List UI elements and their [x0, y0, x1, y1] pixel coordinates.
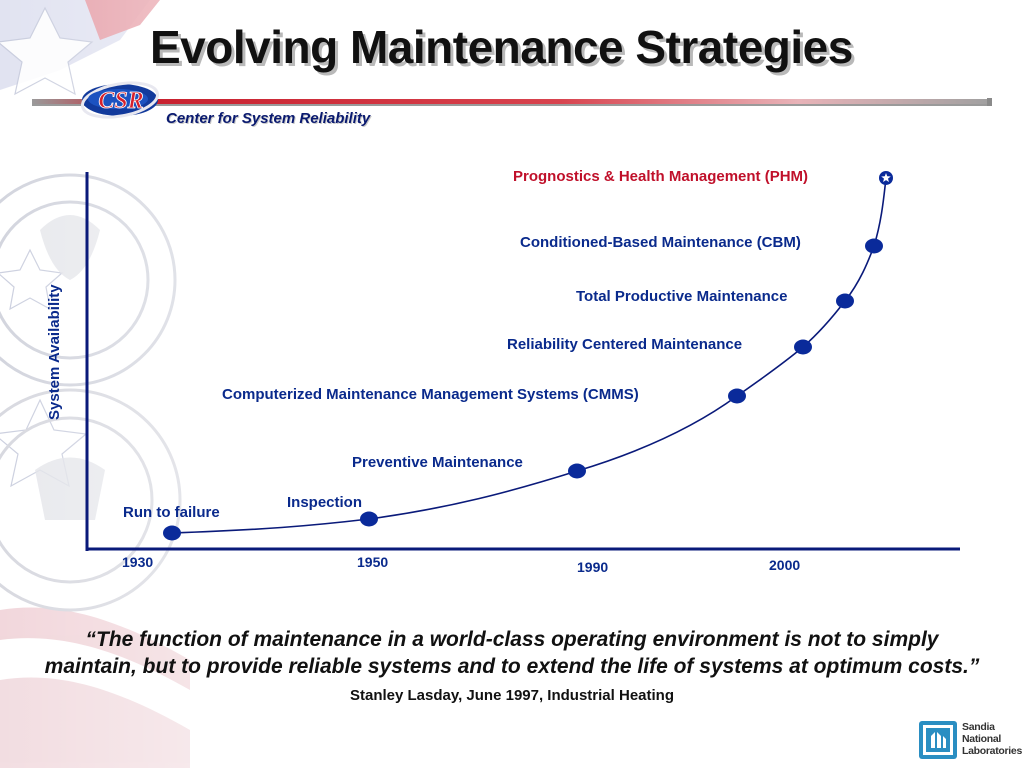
quote-text: “The function of maintenance in a world-… — [44, 628, 980, 678]
milestone-dot — [728, 388, 746, 404]
sandia-line-1: Sandia — [962, 721, 995, 733]
milestone-label: Reliability Centered Maintenance — [507, 336, 742, 353]
milestone-label: Total Productive Maintenance — [576, 288, 787, 305]
year-label: 1990 — [577, 559, 608, 575]
milestone-label: Run to failure — [123, 504, 220, 521]
milestone-dot — [865, 238, 883, 254]
organization-name: Center for System Reliability — [166, 110, 371, 127]
sandia-logo-text: Sandia National Laboratories — [962, 721, 1022, 757]
header-divider — [32, 98, 992, 106]
milestone-label: Computerized Maintenance Management Syst… — [222, 386, 639, 403]
csr-logo: CSR — [80, 81, 160, 119]
sandia-logo-icon — [919, 721, 957, 759]
sandia-line-3: Laboratories — [962, 745, 1022, 757]
csr-logo-text: CSR — [98, 88, 143, 114]
year-label: 2000 — [769, 557, 800, 573]
milestone-dot — [794, 339, 812, 355]
milestone-star-marker — [879, 171, 893, 185]
slide-title: Evolving Maintenance Strategies — [150, 21, 853, 73]
milestone-dot — [163, 525, 181, 541]
year-label: 1950 — [357, 554, 388, 570]
milestone-dot — [568, 463, 586, 479]
milestone-dot — [836, 293, 854, 309]
sandia-line-2: National — [962, 733, 1002, 745]
evolution-curve — [171, 177, 887, 534]
milestone-dot — [360, 511, 378, 527]
y-axis-label: System Availability — [46, 284, 63, 420]
milestone-label: Conditioned-Based Maintenance (CBM) — [520, 234, 801, 251]
year-label: 1930 — [122, 554, 153, 570]
milestone-label: Preventive Maintenance — [352, 454, 523, 471]
quote-block: “The function of maintenance in a world-… — [40, 626, 984, 709]
milestone-label: Prognostics & Health Management (PHM) — [513, 168, 808, 185]
quote-citation: Stanley Lasday, June 1997, Industrial He… — [349, 687, 674, 704]
milestone-label: Inspection — [287, 494, 362, 511]
